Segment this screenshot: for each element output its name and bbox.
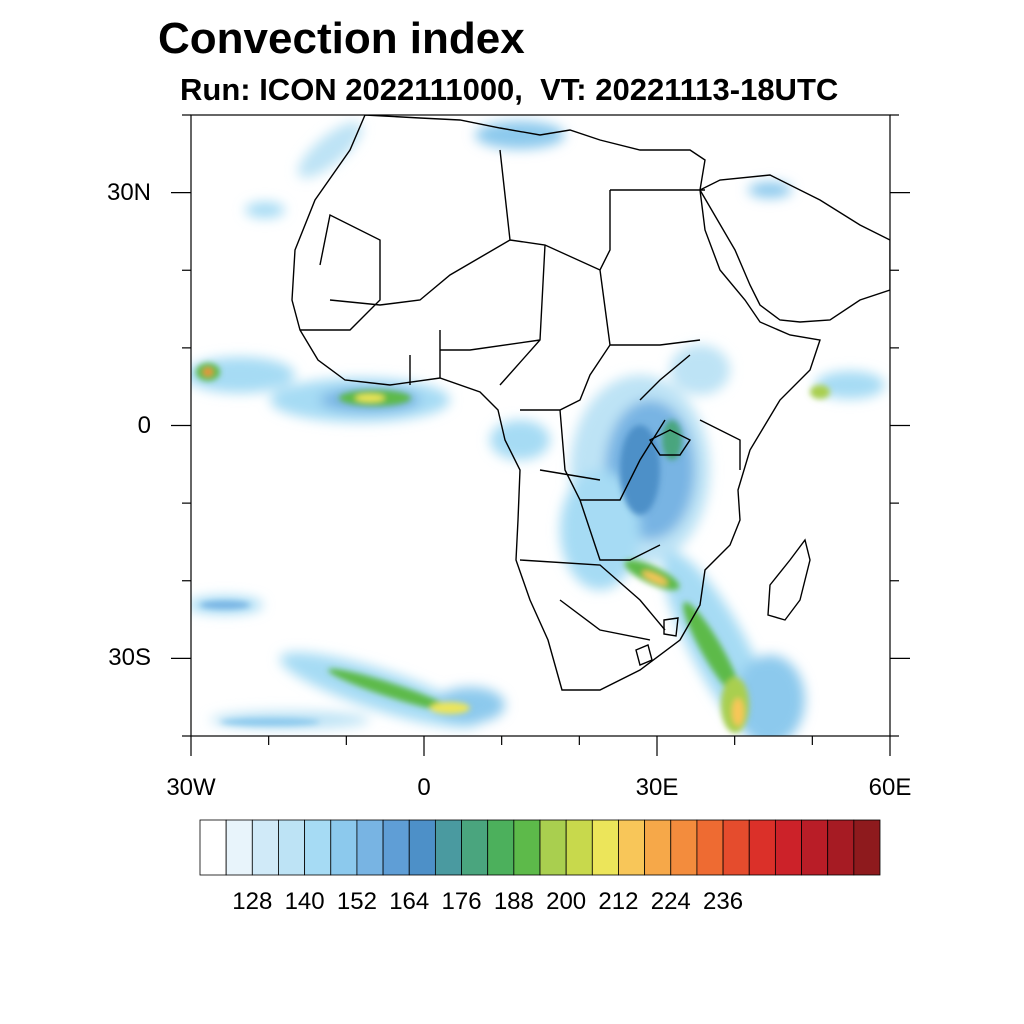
colorbar-label: 164 — [389, 888, 430, 915]
convection-field — [191, 121, 885, 736]
colorbar-swatch — [670, 819, 698, 876]
colorbar-swatch — [434, 819, 462, 876]
colorbar-label: 128 — [232, 888, 273, 915]
colorbar-swatch — [722, 819, 750, 876]
colorbar-swatch — [591, 819, 619, 876]
chart-title: Convection index — [158, 14, 525, 63]
x-tick-label: 0 — [417, 774, 431, 801]
colorbar-swatch — [225, 819, 253, 876]
colorbar-swatch — [539, 819, 567, 876]
colorbar — [199, 819, 881, 876]
x-tick-label: 60E — [868, 774, 912, 801]
colorbar-swatch — [513, 819, 541, 876]
colorbar-swatch — [304, 819, 332, 876]
colorbar-swatch — [487, 819, 515, 876]
colorbar-swatch — [696, 819, 724, 876]
colorbar-swatch — [461, 819, 489, 876]
axis-ticks — [171, 114, 910, 756]
colorbar-label: 200 — [546, 888, 587, 915]
colorbar-label: 152 — [336, 888, 377, 915]
colorbar-label: 176 — [441, 888, 482, 915]
colorbar-swatch — [644, 819, 672, 876]
x-tick-label: 30E — [635, 774, 679, 801]
y-tick-label: 30S — [108, 644, 151, 672]
colorbar-swatch — [408, 819, 436, 876]
colorbar-swatch — [853, 819, 881, 876]
y-tick-label: 30N — [106, 178, 151, 206]
coastlines — [291, 115, 890, 691]
colorbar-swatch — [278, 819, 306, 876]
colorbar-swatch — [356, 819, 384, 876]
colorbar-swatch — [748, 819, 776, 876]
colorbar-swatch — [330, 819, 358, 876]
chart-subtitle: Run: ICON 2022111000, VT: 20221113-18UTC — [180, 72, 839, 107]
colorbar-swatch — [565, 819, 593, 876]
colorbar-swatch — [382, 819, 410, 876]
colorbar-label: 224 — [650, 888, 691, 915]
colorbar-label: 188 — [493, 888, 534, 915]
colorbar-label: 212 — [598, 888, 639, 915]
colorbar-swatch — [251, 819, 279, 876]
colorbar-swatch — [827, 819, 855, 876]
colorbar-label: 236 — [703, 888, 744, 915]
x-tick-label: 30W — [166, 774, 216, 801]
colorbar-swatch — [618, 819, 646, 876]
y-tick-label: 0 — [137, 411, 151, 439]
colorbar-swatch — [199, 819, 227, 876]
colorbar-label: 140 — [284, 888, 325, 915]
colorbar-swatch — [801, 819, 829, 876]
colorbar-swatch — [774, 819, 802, 876]
